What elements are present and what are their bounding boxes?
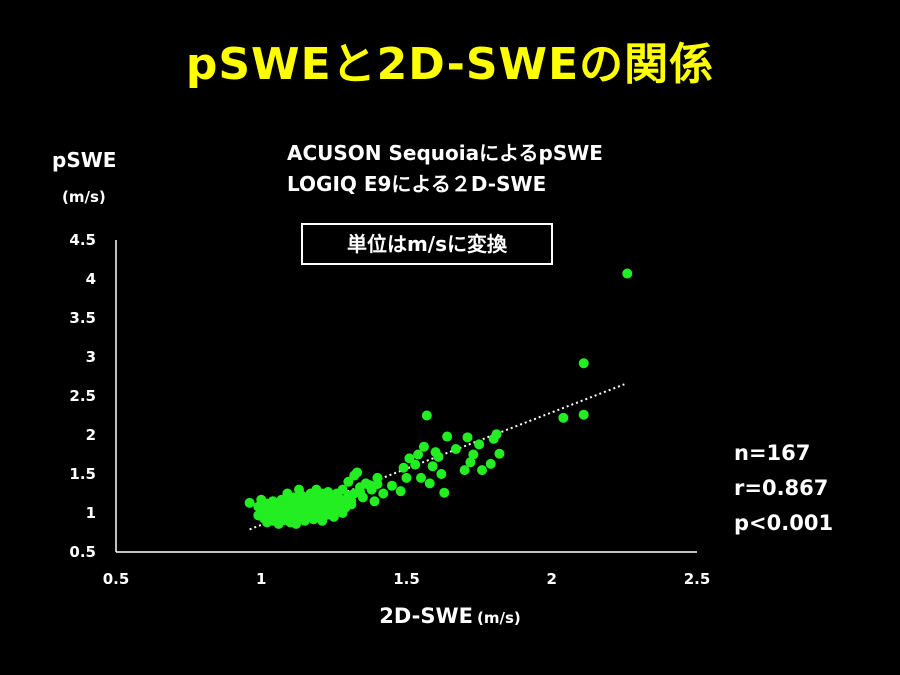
x-tick-label: 1 xyxy=(256,570,266,588)
data-point xyxy=(363,479,374,490)
data-point xyxy=(459,465,470,476)
data-point xyxy=(424,478,435,489)
data-point xyxy=(450,444,461,455)
y-tick-label: 4.5 xyxy=(69,231,96,249)
data-point xyxy=(433,451,444,462)
data-point xyxy=(491,429,502,440)
data-point xyxy=(558,412,569,423)
x-axis-label-row: 2D-SWE (m/s) xyxy=(0,604,900,628)
y-axis-label: pSWE xyxy=(52,148,117,172)
annotation-2dswe-device: LOGIQ E9による２D-SWE xyxy=(287,172,547,196)
data-point xyxy=(427,461,438,472)
data-point xyxy=(244,497,255,508)
y-tick-label: 3 xyxy=(86,348,96,366)
y-tick-label: 4 xyxy=(86,270,96,288)
data-point xyxy=(477,465,488,476)
data-point xyxy=(485,458,496,469)
stat-n: n=167 xyxy=(734,441,811,465)
data-point xyxy=(343,493,354,504)
data-point xyxy=(395,486,406,497)
data-point xyxy=(462,432,473,443)
statistics-panel: n=167 r=0.867 p<0.001 xyxy=(734,436,833,541)
data-points xyxy=(244,268,633,529)
y-tick-label: 1 xyxy=(86,504,96,522)
data-point xyxy=(401,472,412,483)
y-tick-label: 2 xyxy=(86,426,96,444)
y-tick-label: 1.5 xyxy=(69,465,96,483)
y-tick-label: 3.5 xyxy=(69,309,96,327)
data-point xyxy=(253,501,264,512)
data-point xyxy=(468,449,479,460)
x-tick-label: 0.5 xyxy=(103,570,130,588)
data-point xyxy=(386,480,397,491)
data-point xyxy=(442,431,453,442)
data-point xyxy=(413,449,424,460)
data-point xyxy=(578,409,589,420)
x-axis-label: 2D-SWE xyxy=(379,604,474,628)
data-point xyxy=(328,490,339,501)
data-point xyxy=(410,459,421,470)
x-axis-unit: (m/s) xyxy=(477,609,521,627)
data-point xyxy=(294,501,305,512)
x-tick-label: 1.5 xyxy=(393,570,420,588)
data-point xyxy=(474,439,485,450)
data-point xyxy=(317,501,328,512)
data-point xyxy=(305,497,316,508)
y-axis-unit: (m/s) xyxy=(62,188,106,206)
data-point xyxy=(418,441,429,452)
data-point xyxy=(578,358,589,369)
x-tick-label: 2.5 xyxy=(684,570,711,588)
data-point xyxy=(398,462,409,473)
x-tick-label: 2 xyxy=(547,570,557,588)
stat-p: p<0.001 xyxy=(734,511,834,535)
data-point xyxy=(439,487,450,498)
data-point xyxy=(421,410,432,421)
stat-r: r=0.867 xyxy=(734,476,829,500)
y-tick-label: 2.5 xyxy=(69,387,96,405)
data-point xyxy=(436,469,447,479)
annotation-pswe-device: ACUSON SequoiaによるpSWE xyxy=(287,141,603,165)
unit-note-box: 単位はm/sに変換 xyxy=(301,223,553,265)
data-point xyxy=(465,457,476,468)
data-point xyxy=(355,486,366,497)
data-point xyxy=(294,514,305,525)
page-title: pSWEと2D-SWEの関係 xyxy=(185,39,715,90)
plot-axes xyxy=(115,240,697,553)
data-point xyxy=(369,496,380,507)
data-point xyxy=(352,467,363,478)
data-point xyxy=(279,515,290,526)
data-point xyxy=(494,448,505,459)
data-point xyxy=(372,479,383,490)
data-point xyxy=(622,268,633,279)
data-point xyxy=(378,488,389,499)
data-point xyxy=(416,472,427,483)
y-tick-label: 0.5 xyxy=(69,543,96,561)
data-point xyxy=(325,503,336,514)
tick-labels: 0.5 1 1.5 2 2.5 0.5 1 1.5 2 2.5 3 3.5 4 4.5 xyxy=(69,231,710,588)
data-point xyxy=(276,500,287,511)
